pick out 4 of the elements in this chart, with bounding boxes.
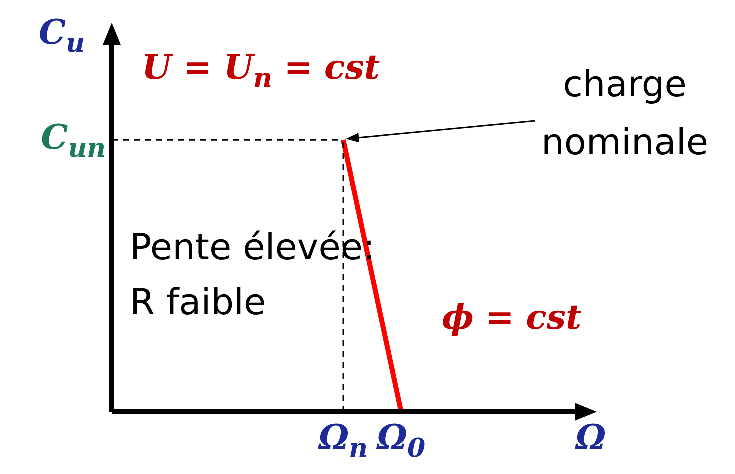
annotation: charge nominale bbox=[542, 64, 708, 164]
annotation: R faible bbox=[130, 282, 266, 324]
x-axis-title: Ω bbox=[574, 418, 606, 458]
annotation: ϕ = cst bbox=[442, 298, 582, 338]
